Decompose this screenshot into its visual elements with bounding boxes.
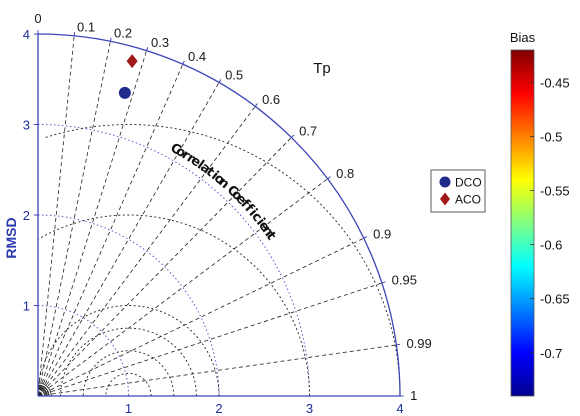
correlation-ray	[37, 64, 184, 397]
std-arc-3	[37, 124, 310, 397]
correlation-ray	[37, 344, 397, 397]
correlation-tick-label: 0.4	[188, 49, 206, 64]
colorbar: Bias -0.45 -0.5 -0.55 -0.6 -0.65 -0.7	[510, 30, 570, 397]
correlation-tick-label: 0.95	[392, 272, 417, 287]
colorbar-tick-label: -0.65	[540, 292, 570, 307]
colorbar-tick-label: -0.5	[540, 130, 562, 145]
colorbar-tick-label: -0.45	[540, 75, 570, 90]
colorbar-tick-label: -0.55	[540, 184, 570, 199]
x-tick-label: 2	[215, 401, 222, 416]
rmsd-arc	[82, 350, 175, 397]
axes	[37, 33, 401, 397]
colorbar-title: Bias	[510, 30, 536, 45]
correlation-tick	[182, 60, 185, 65]
correlation-tick-label: 0.6	[262, 92, 280, 107]
y-tick-label: 3	[23, 118, 30, 133]
correlation-ray	[37, 50, 147, 397]
y-tick-label: 2	[23, 208, 30, 223]
x-tick-label: 1	[125, 401, 132, 416]
correlation-tick	[327, 176, 331, 180]
correlation-ray	[37, 82, 220, 397]
correlation-tick	[146, 47, 149, 51]
legend-marker	[440, 192, 450, 206]
grid-lines	[37, 35, 397, 397]
correlation-ray	[37, 35, 75, 397]
correlation-tick-labels: 0 0.1 0.2 0.3 0.4 0.5 0.6 0.7 0.8 0.9 0.95 0.99 1	[34, 11, 431, 403]
origin-contour	[37, 384, 50, 397]
legend-box	[430, 169, 486, 213]
colorbar-scale	[510, 49, 535, 397]
legend-entry: DCO	[455, 176, 482, 190]
point-dco	[118, 86, 131, 99]
correlation-tick	[381, 281, 386, 284]
y-tick-label: 4	[23, 27, 30, 42]
y-axis-label: RMSD	[3, 217, 19, 258]
correlation-ray	[37, 41, 111, 397]
correlation-ray	[37, 137, 292, 397]
legend-marker	[439, 176, 451, 188]
outer-arc	[37, 33, 401, 397]
correlation-tick-label: 0.5	[225, 67, 243, 82]
y-tick-label: 1	[23, 299, 30, 314]
std-arc-2	[37, 214, 220, 397]
std-arc-1	[37, 305, 129, 397]
correlation-tick	[218, 79, 222, 83]
colorbar-tick-label: -0.7	[540, 346, 562, 361]
correlation-tick	[254, 103, 258, 107]
correlation-ray	[37, 282, 383, 397]
correlation-tick-label: 0.7	[299, 124, 317, 139]
origin-contour	[37, 382, 52, 397]
radial-tick-labels: 1 1 2 2 3 3 4 4	[23, 27, 404, 416]
legend-entry: ACO	[455, 193, 481, 207]
correlation-tick	[109, 37, 112, 42]
correlation-tick-label: 0.8	[336, 166, 354, 181]
correlation-tick-label: 0	[34, 11, 41, 26]
point-aco	[126, 54, 138, 69]
data-points	[118, 54, 138, 99]
correlation-tick-label: 0.1	[77, 20, 95, 35]
correlation-tick	[363, 236, 368, 239]
correlation-tick-label: 0.99	[406, 336, 431, 351]
correlation-tick-label: 1	[410, 388, 417, 403]
correlation-tick-label: 0.3	[151, 35, 169, 50]
correlation-tick-label: 0.2	[114, 25, 132, 40]
correlation-ray	[37, 178, 328, 397]
origin-contour	[37, 386, 48, 397]
correlation-ray	[37, 106, 256, 397]
x-tick-label: 3	[306, 401, 313, 416]
x-tick-label: 4	[396, 401, 403, 416]
rmsd-arc	[37, 214, 310, 397]
colorbar-tick-label: -0.6	[540, 238, 562, 253]
correlation-tick	[291, 134, 295, 138]
rmsd-arc	[105, 372, 152, 397]
correlation-tick	[396, 343, 401, 346]
correlation-tick-label: 0.9	[373, 227, 391, 242]
legend: DCO ACO	[430, 169, 486, 213]
correlation-ray	[37, 237, 364, 397]
chart-title: Tp	[313, 60, 331, 77]
